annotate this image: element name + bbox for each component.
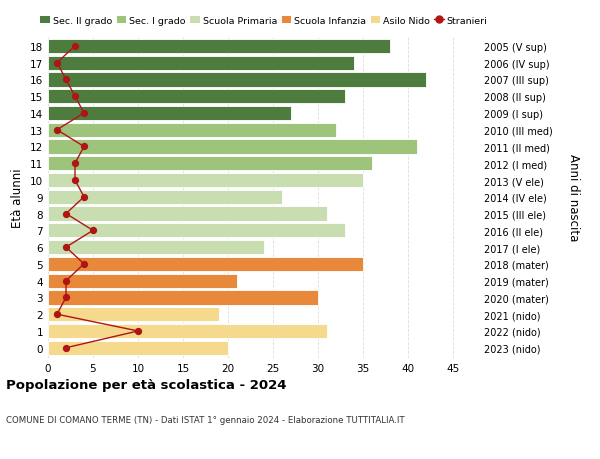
Bar [48, 308, 219, 322]
Bar [48, 341, 228, 355]
Point [61, 244, 71, 251]
Point [79, 144, 89, 151]
Point [88, 227, 98, 235]
Bar [48, 241, 264, 255]
Bar [48, 140, 417, 154]
Bar [48, 324, 327, 338]
Point [52, 311, 62, 318]
Point [79, 261, 89, 268]
Bar [48, 73, 426, 87]
Point [133, 328, 143, 335]
Bar [48, 90, 345, 104]
Bar [48, 123, 336, 138]
Point [70, 177, 80, 185]
Point [61, 277, 71, 285]
Legend: Sec. II grado, Sec. I grado, Scuola Primaria, Scuola Infanzia, Asilo Nido, Stran: Sec. II grado, Sec. I grado, Scuola Prim… [40, 17, 488, 26]
Bar [48, 291, 318, 305]
Point [61, 344, 71, 352]
Text: COMUNE DI COMANO TERME (TN) - Dati ISTAT 1° gennaio 2024 - Elaborazione TUTTITAL: COMUNE DI COMANO TERME (TN) - Dati ISTAT… [6, 415, 404, 425]
Y-axis label: Età alunni: Età alunni [11, 168, 25, 227]
Text: Popolazione per età scolastica - 2024: Popolazione per età scolastica - 2024 [6, 379, 287, 392]
Point [52, 127, 62, 134]
Point [52, 60, 62, 67]
Point [79, 110, 89, 118]
Point [70, 160, 80, 168]
Point [61, 294, 71, 302]
Point [79, 194, 89, 201]
Bar [48, 174, 363, 188]
Bar [48, 106, 291, 121]
Y-axis label: Anni di nascita: Anni di nascita [567, 154, 580, 241]
Bar [48, 257, 363, 271]
Bar [48, 207, 327, 221]
Bar [48, 190, 282, 204]
Bar [48, 224, 345, 238]
Point [61, 77, 71, 84]
Bar [48, 274, 237, 288]
Bar [48, 56, 354, 71]
Point [61, 210, 71, 218]
Point [70, 93, 80, 101]
Point [70, 43, 80, 50]
Bar [48, 157, 372, 171]
Bar [48, 39, 390, 54]
